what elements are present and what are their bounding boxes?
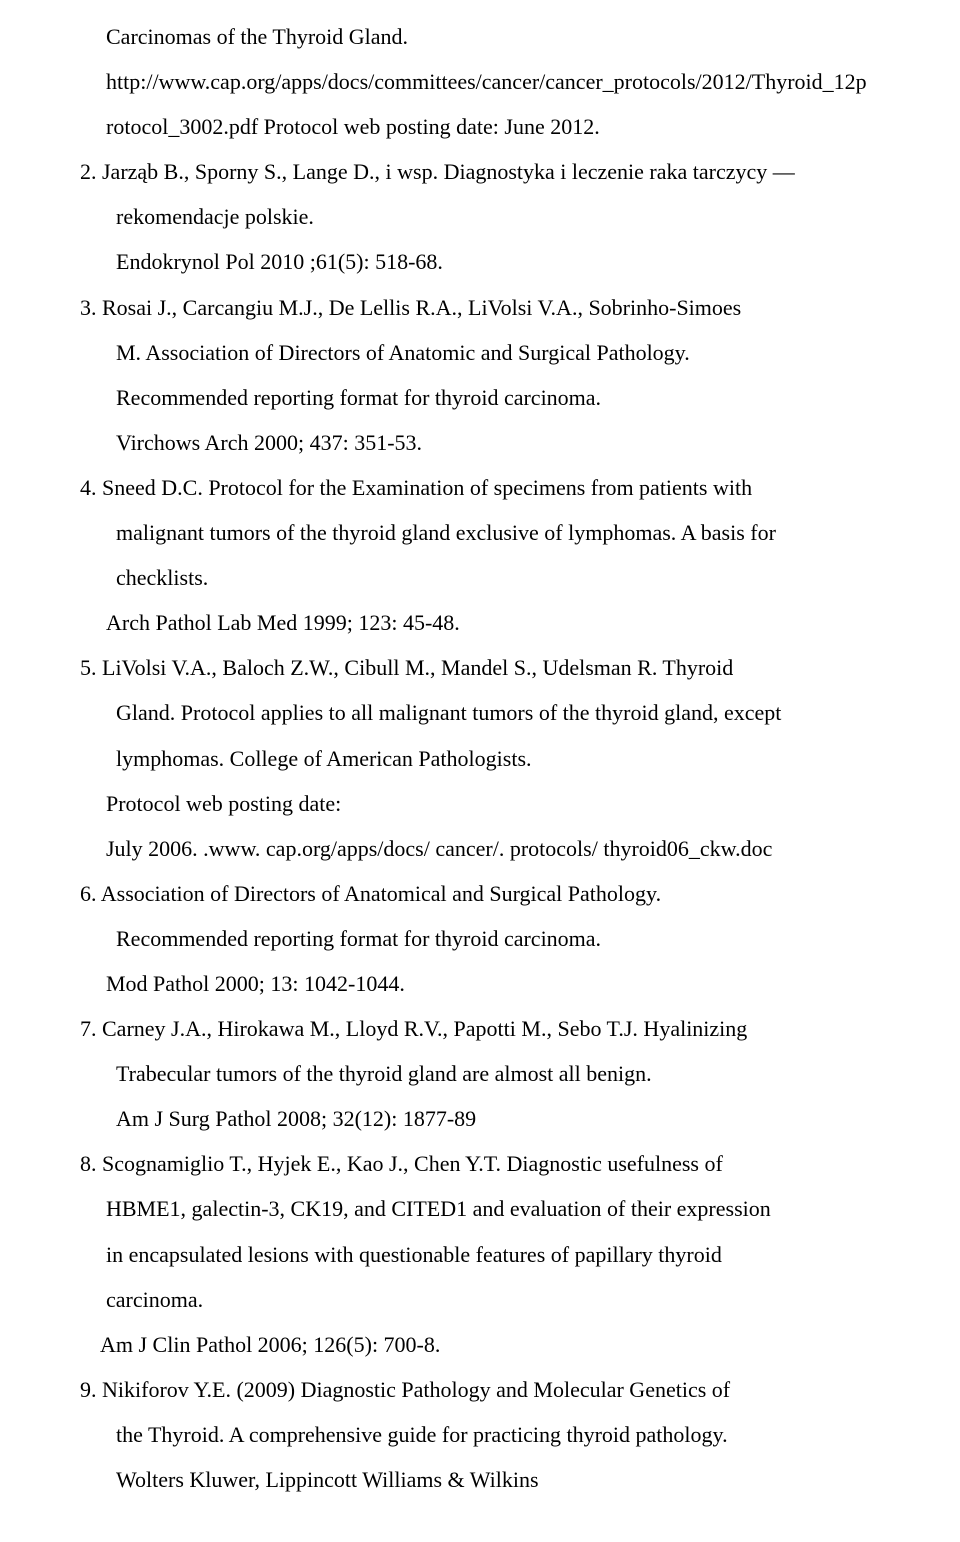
reference-line: HBME1, galectin-3, CK19, and CITED1 and … xyxy=(80,1186,880,1231)
reference-line: Recommended reporting format for thyroid… xyxy=(80,375,880,420)
reference-line: http://www.cap.org/apps/docs/committees/… xyxy=(80,59,880,104)
reference-line: 9. Nikiforov Y.E. (2009) Diagnostic Path… xyxy=(80,1367,880,1412)
reference-line: Virchows Arch 2000; 437: 351-53. xyxy=(80,420,880,465)
reference-line: Mod Pathol 2000; 13: 1042-1044. xyxy=(80,961,880,1006)
reference-line: carcinoma. xyxy=(80,1277,880,1322)
reference-line: Gland. Protocol applies to all malignant… xyxy=(80,690,880,735)
reference-line: July 2006. .www. cap.org/apps/docs/ canc… xyxy=(80,826,880,871)
reference-line: checklists. xyxy=(80,555,880,600)
reference-line: Am J Surg Pathol 2008; 32(12): 1877-89 xyxy=(80,1096,880,1141)
references-page: Carcinomas of the Thyroid Gland.http://w… xyxy=(80,14,880,1502)
reference-line: in encapsulated lesions with questionabl… xyxy=(80,1232,880,1277)
reference-line: the Thyroid. A comprehensive guide for p… xyxy=(80,1412,880,1457)
reference-line: 6. Association of Directors of Anatomica… xyxy=(80,871,880,916)
reference-line: 3. Rosai J., Carcangiu M.J., De Lellis R… xyxy=(80,285,880,330)
reference-line: Carcinomas of the Thyroid Gland. xyxy=(80,14,880,59)
reference-line: malignant tumors of the thyroid gland ex… xyxy=(80,510,880,555)
reference-line: M. Association of Directors of Anatomic … xyxy=(80,330,880,375)
reference-line: 2. Jarząb B., Sporny S., Lange D., i wsp… xyxy=(80,149,880,194)
reference-line: 5. LiVolsi V.A., Baloch Z.W., Cibull M.,… xyxy=(80,645,880,690)
reference-line: Am J Clin Pathol 2006; 126(5): 700-8. xyxy=(80,1322,880,1367)
reference-line: rekomendacje polskie. xyxy=(80,194,880,239)
reference-line: 8. Scognamiglio T., Hyjek E., Kao J., Ch… xyxy=(80,1141,880,1186)
reference-line: Trabecular tumors of the thyroid gland a… xyxy=(80,1051,880,1096)
reference-line: Wolters Kluwer, Lippincott Williams & Wi… xyxy=(80,1457,880,1502)
reference-line: Arch Pathol Lab Med 1999; 123: 45-48. xyxy=(80,600,880,645)
reference-line: rotocol_3002.pdf Protocol web posting da… xyxy=(80,104,880,149)
reference-line: Recommended reporting format for thyroid… xyxy=(80,916,880,961)
reference-line: lymphomas. College of American Pathologi… xyxy=(80,736,880,781)
reference-line: Endokrynol Pol 2010 ;61(5): 518-68. xyxy=(80,239,880,284)
reference-line: 4. Sneed D.C. Protocol for the Examinati… xyxy=(80,465,880,510)
reference-line: Protocol web posting date: xyxy=(80,781,880,826)
reference-line: 7. Carney J.A., Hirokawa M., Lloyd R.V.,… xyxy=(80,1006,880,1051)
